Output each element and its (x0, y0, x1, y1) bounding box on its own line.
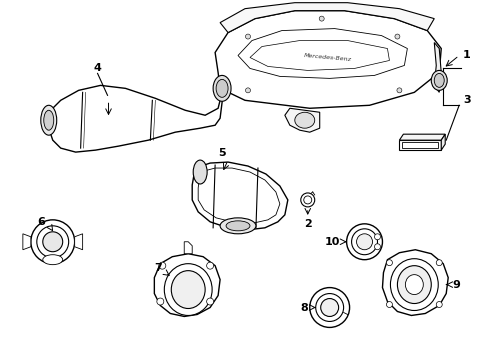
Circle shape (300, 193, 314, 207)
Text: 10: 10 (324, 237, 339, 247)
Text: Mercedes-Benz: Mercedes-Benz (303, 53, 351, 62)
Ellipse shape (315, 293, 343, 321)
Ellipse shape (351, 229, 377, 255)
Ellipse shape (37, 226, 68, 258)
Text: 6: 6 (37, 217, 44, 227)
Polygon shape (249, 41, 388, 71)
Circle shape (206, 262, 213, 269)
Circle shape (374, 244, 380, 250)
Circle shape (159, 262, 165, 269)
Text: 4: 4 (93, 63, 102, 73)
Ellipse shape (294, 112, 314, 128)
Circle shape (396, 88, 401, 93)
Text: 5: 5 (218, 148, 225, 158)
Circle shape (319, 16, 324, 21)
Ellipse shape (346, 224, 382, 260)
Polygon shape (154, 254, 220, 316)
Polygon shape (382, 250, 447, 315)
Ellipse shape (320, 298, 338, 316)
Polygon shape (402, 142, 437, 148)
Polygon shape (184, 242, 192, 254)
Ellipse shape (171, 271, 205, 309)
Polygon shape (220, 3, 433, 32)
Ellipse shape (405, 275, 423, 294)
Ellipse shape (31, 220, 75, 264)
Polygon shape (192, 162, 287, 230)
Ellipse shape (389, 259, 437, 310)
Ellipse shape (193, 160, 207, 184)
Circle shape (157, 298, 163, 305)
Ellipse shape (216, 80, 227, 97)
Ellipse shape (42, 232, 62, 252)
Ellipse shape (430, 71, 447, 90)
Polygon shape (440, 134, 444, 150)
Circle shape (386, 260, 392, 266)
Ellipse shape (44, 110, 54, 130)
Text: 7: 7 (154, 263, 162, 273)
Ellipse shape (356, 234, 372, 250)
Circle shape (386, 302, 392, 307)
Circle shape (435, 302, 441, 307)
Ellipse shape (309, 288, 349, 328)
Text: 1: 1 (462, 50, 470, 60)
Text: 2: 2 (303, 219, 311, 229)
Ellipse shape (41, 105, 57, 135)
Polygon shape (198, 168, 279, 224)
Polygon shape (23, 234, 31, 250)
Ellipse shape (397, 266, 430, 303)
Ellipse shape (220, 218, 255, 234)
Circle shape (206, 298, 213, 305)
Polygon shape (215, 11, 440, 108)
Text: 8: 8 (300, 302, 307, 312)
Ellipse shape (225, 221, 249, 231)
Polygon shape (75, 234, 82, 250)
Ellipse shape (433, 73, 443, 87)
Circle shape (374, 234, 380, 240)
Polygon shape (399, 140, 440, 150)
Text: 9: 9 (451, 280, 459, 289)
Circle shape (303, 196, 311, 204)
Polygon shape (433, 42, 440, 92)
Circle shape (394, 34, 399, 39)
Circle shape (435, 260, 441, 266)
Text: 3: 3 (462, 95, 470, 105)
Polygon shape (399, 134, 444, 140)
Polygon shape (49, 85, 224, 152)
Ellipse shape (213, 75, 230, 101)
Circle shape (245, 88, 250, 93)
Ellipse shape (164, 264, 212, 315)
Polygon shape (238, 28, 407, 78)
Circle shape (245, 34, 250, 39)
Polygon shape (285, 108, 319, 132)
Ellipse shape (42, 255, 62, 265)
